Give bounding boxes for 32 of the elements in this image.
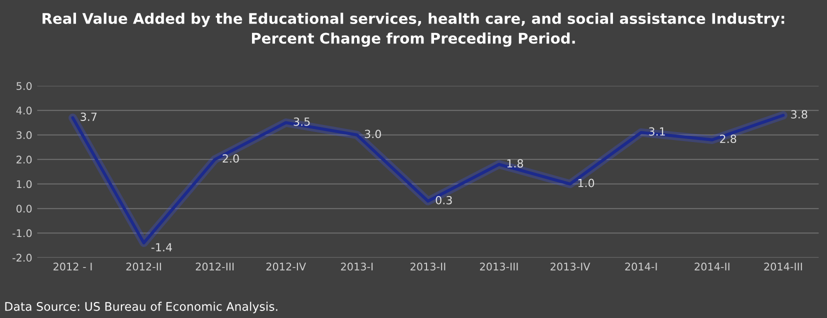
y-tick-label: 4.0 [16, 106, 32, 114]
data-label: -1.4 [151, 243, 172, 252]
x-tick-label: 2012-III [196, 262, 234, 271]
data-label: 1.0 [578, 178, 594, 188]
y-tick-label: 1.0 [16, 180, 32, 188]
data-label: 3.0 [364, 130, 381, 138]
y-tick-label: 0.0 [16, 204, 32, 213]
data-label: 3.1 [649, 127, 665, 136]
source-note: Data Source: US Bureau of Economic Analysis. [5, 302, 278, 314]
y-tick-label: 2.0 [16, 156, 32, 164]
chart-title: Real Value Added by the Educational services, health care, and social assistance Industry: Percent Change from Preceding Period. [42, 12, 784, 47]
y-tick-label: 5.0 [16, 82, 32, 90]
x-tick-label: 2014-III [764, 262, 802, 271]
x-tick-label: 2013-IV [550, 262, 590, 271]
y-tick-label: -2.0 [12, 254, 32, 262]
x-tick-label: 2012-IV [266, 262, 306, 271]
x-tick-label: 2014-I [625, 262, 657, 271]
data-label: 2.8 [720, 134, 736, 144]
x-tick-label: 2014-II [694, 262, 730, 271]
data-label: 3.7 [80, 112, 97, 121]
data-label: 1.8 [507, 159, 524, 168]
y-tick-label: 3.0 [16, 131, 32, 140]
data-label: 2.0 [222, 154, 239, 163]
x-tick-label: 2013-II [410, 262, 446, 271]
data-label: 3.5 [294, 117, 310, 126]
y-tick-label: -1.0 [12, 229, 32, 238]
x-tick-label: 2013-III [480, 262, 518, 271]
x-tick-label: 2012 - I [54, 262, 92, 271]
x-tick-label: 2013-I [341, 262, 373, 271]
data-label: 0.3 [436, 196, 452, 204]
data-label: 3.8 [791, 110, 808, 119]
x-tick-label: 2012-II [126, 262, 161, 271]
